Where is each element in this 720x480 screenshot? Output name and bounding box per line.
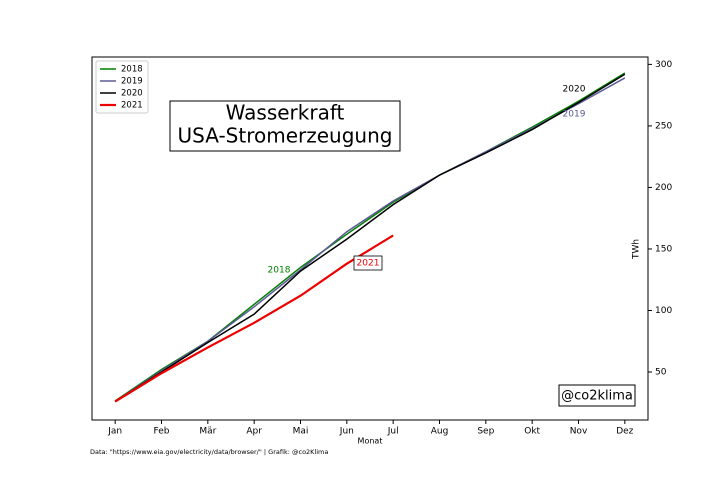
- legend-label: 2020: [121, 89, 143, 99]
- x-tick-label: Jun: [339, 427, 354, 437]
- annotation-box: [353, 255, 383, 271]
- y-tick-label: 100: [655, 306, 672, 316]
- legend-label: 2019: [121, 77, 143, 87]
- x-tick-label: Jan: [107, 427, 122, 437]
- y-tick-label: 300: [655, 60, 672, 70]
- annotation: 2019: [563, 110, 586, 120]
- x-tick-label: Okt: [524, 427, 540, 437]
- y-tick-label: 50: [655, 368, 667, 378]
- x-tick-label: Aug: [431, 427, 449, 437]
- line-series: [114, 234, 394, 403]
- source-note: Data: "https://www.eia.gov/electricity/d…: [90, 448, 328, 456]
- legend-box: [95, 60, 149, 114]
- watermark: @co2klima: [561, 389, 633, 404]
- y-tick-label: 200: [655, 183, 672, 193]
- chart-subtitle: USA-Stromerzeugung: [178, 124, 393, 148]
- x-tick-label: Mär: [199, 427, 216, 437]
- x-tick-label: Mai: [293, 427, 309, 437]
- x-tick-label: Apr: [246, 427, 262, 437]
- x-axis-label: Monat: [358, 437, 383, 446]
- legend-label: 2021: [121, 101, 143, 111]
- plot-frame: [91, 56, 649, 421]
- y-tick-label: 150: [655, 244, 672, 254]
- x-tick-label: Feb: [154, 427, 170, 437]
- x-tick-label: Sep: [477, 427, 494, 437]
- watermark-box: [558, 384, 636, 407]
- y-tick-label: 250: [655, 121, 672, 131]
- annotation: 2018: [268, 266, 291, 276]
- x-tick-label: Jul: [387, 427, 399, 437]
- x-tick-label: Nov: [570, 427, 588, 437]
- y-axis-label: TWh: [632, 239, 642, 260]
- annotation: 2021: [357, 259, 380, 269]
- x-tick-label: Dez: [616, 427, 633, 437]
- chart-title: Wasserkraft: [226, 101, 345, 125]
- legend-label: 2018: [121, 65, 143, 75]
- annotation: 2020: [563, 85, 586, 95]
- title-box: [169, 100, 401, 152]
- line-series: [114, 73, 626, 403]
